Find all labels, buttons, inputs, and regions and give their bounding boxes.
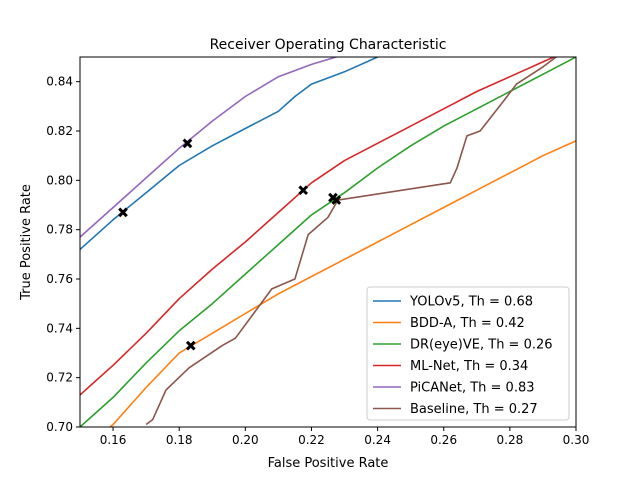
x-tick-label: 0.30 (563, 433, 590, 447)
chart-title: Receiver Operating Characteristic (210, 37, 447, 53)
x-tick-label: 0.18 (166, 433, 193, 447)
y-tick-label: 0.72 (46, 371, 73, 385)
legend-label: BDD-A, Th = 0.42 (410, 316, 525, 331)
legend-label: YOLOv5, Th = 0.68 (409, 295, 533, 310)
threshold-marker-baseline (331, 195, 342, 205)
x-tick-label: 0.26 (430, 433, 457, 447)
legend-label: ML-Net, Th = 0.34 (410, 359, 528, 374)
legend-box (366, 286, 570, 421)
threshold-marker-picanet (182, 138, 193, 149)
legend-label: Baseline, Th = 0.27 (410, 402, 538, 417)
x-tick-label: 0.22 (298, 433, 325, 447)
series-line-yolov5 (80, 57, 378, 250)
y-tick-label: 0.84 (46, 75, 73, 89)
series-line-dr-eye-ve (80, 57, 576, 427)
plot-frame (79, 56, 577, 428)
x-axis-ticks: 0.16 0.18 0.20 0.22 0.24 0.26 0.28 0.30 (100, 427, 590, 447)
series-layer (80, 57, 576, 427)
y-tick-label: 0.70 (46, 420, 73, 434)
threshold-marker-ml-net (298, 185, 309, 196)
legend-label: DR(eye)VE, Th = 0.26 (410, 338, 553, 353)
series-line-picanet (80, 57, 339, 238)
series-line-baseline (145, 57, 558, 426)
legend: YOLOv5, Th = 0.68 BDD-A, Th = 0.42 DR(eye)… (366, 286, 570, 421)
y-tick-label: 0.74 (46, 321, 73, 335)
x-tick-label: 0.28 (497, 433, 524, 447)
y-tick-label: 0.78 (46, 223, 73, 237)
series-line-ml-net (80, 57, 556, 396)
x-tick-label: 0.16 (100, 433, 127, 447)
legend-label: PiCANet, Th = 0.83 (410, 381, 535, 396)
y-axis-label: True Positive Rate (19, 184, 34, 301)
x-tick-label: 0.24 (364, 433, 391, 447)
x-tick-label: 0.20 (232, 433, 259, 447)
y-tick-label: 0.76 (46, 272, 73, 286)
threshold-marker-layer (118, 138, 342, 351)
y-axis-ticks: 0.70 0.72 0.74 0.76 0.78 0.80 0.82 0.84 (46, 75, 80, 434)
threshold-marker-yolov5 (118, 207, 128, 218)
series-line-bdd-a (108, 140, 576, 427)
y-tick-label: 0.80 (46, 173, 73, 187)
x-axis-label: False Positive Rate (268, 456, 389, 471)
threshold-marker-bdd-a (185, 340, 196, 351)
y-tick-label: 0.82 (46, 124, 73, 138)
